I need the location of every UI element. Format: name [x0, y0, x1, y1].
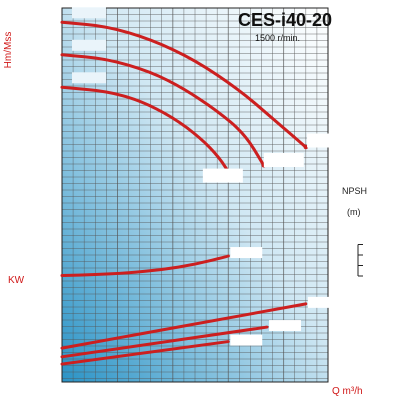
npsh-unit-label: (m) — [347, 207, 361, 217]
series-label-bg — [230, 334, 263, 346]
power-axis-label: KW — [8, 275, 25, 286]
labels — [71, 7, 348, 346]
power-curve — [60, 325, 269, 359]
series-label-bg — [71, 72, 106, 84]
x-axis-label: Q m³/h — [332, 386, 363, 397]
model-label-bg — [263, 153, 304, 167]
model-label-bg — [202, 168, 243, 183]
grid — [61, 7, 363, 383]
npsh-curve — [60, 254, 230, 277]
curves — [60, 20, 309, 366]
head-curve — [60, 53, 266, 167]
chart-subtitle: 1500 r/min. — [255, 33, 300, 43]
curve-end-marker — [303, 144, 309, 150]
head-curve — [60, 85, 234, 179]
head-axis-label: Hm/Mss — [3, 32, 14, 69]
head-curve — [60, 20, 308, 149]
series-label-bg — [71, 7, 106, 19]
power-curve — [60, 340, 230, 366]
npsh-axis-label: NPSH — [342, 186, 367, 196]
series-label-bg — [307, 296, 340, 308]
plot-frame — [61, 7, 329, 383]
model-label-bg — [307, 133, 348, 148]
series-label-bg — [230, 247, 263, 259]
power-curve — [60, 302, 308, 350]
series-label-bg — [71, 39, 106, 51]
series-label-bg — [269, 320, 302, 332]
chart-title: CES-i40-20 — [238, 10, 332, 30]
